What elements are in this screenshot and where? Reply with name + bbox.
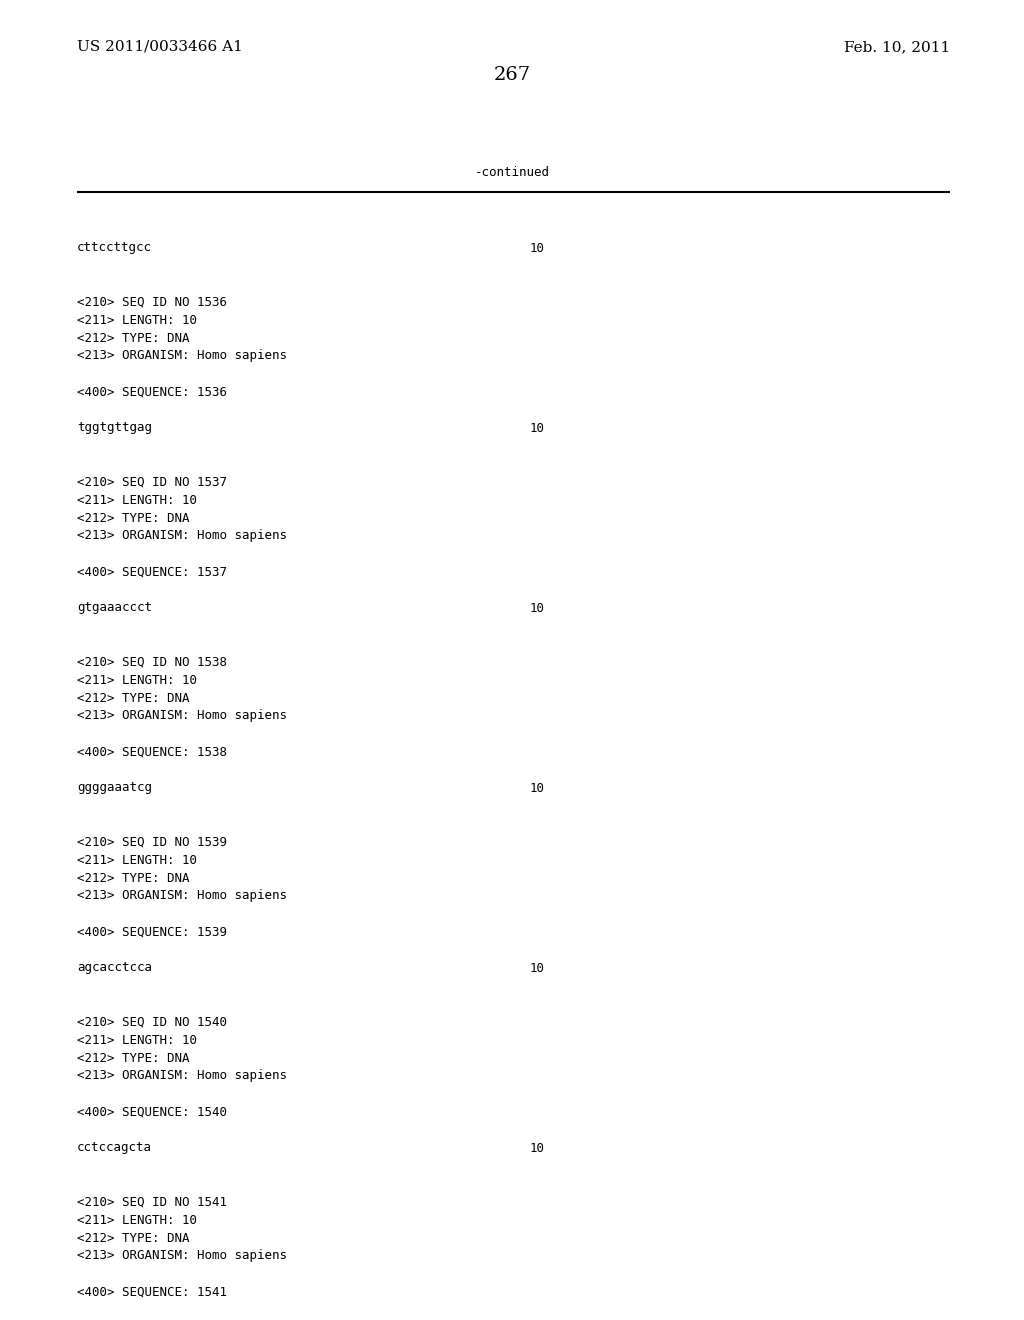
Text: <400> SEQUENCE: 1537: <400> SEQUENCE: 1537 [77,565,227,578]
Text: Feb. 10, 2011: Feb. 10, 2011 [844,40,950,54]
Text: <400> SEQUENCE: 1536: <400> SEQUENCE: 1536 [77,385,227,399]
Text: <212> TYPE: DNA: <212> TYPE: DNA [77,511,189,524]
Text: 10: 10 [530,602,545,615]
Text: <211> LENGTH: 10: <211> LENGTH: 10 [77,314,197,326]
Text: <211> LENGTH: 10: <211> LENGTH: 10 [77,673,197,686]
Text: US 2011/0033466 A1: US 2011/0033466 A1 [77,40,243,54]
Text: <400> SEQUENCE: 1538: <400> SEQUENCE: 1538 [77,746,227,759]
Text: <213> ORGANISM: Homo sapiens: <213> ORGANISM: Homo sapiens [77,710,287,722]
Text: <212> TYPE: DNA: <212> TYPE: DNA [77,331,189,345]
Text: <210> SEQ ID NO 1539: <210> SEQ ID NO 1539 [77,836,227,849]
Text: 10: 10 [530,781,545,795]
Text: <212> TYPE: DNA: <212> TYPE: DNA [77,692,189,705]
Text: <400> SEQUENCE: 1541: <400> SEQUENCE: 1541 [77,1286,227,1299]
Text: <211> LENGTH: 10: <211> LENGTH: 10 [77,854,197,866]
Text: 267: 267 [494,66,530,84]
Text: gtgaaaccct: gtgaaaccct [77,602,152,615]
Text: <212> TYPE: DNA: <212> TYPE: DNA [77,1232,189,1245]
Text: <210> SEQ ID NO 1541: <210> SEQ ID NO 1541 [77,1196,227,1209]
Text: cttccttgcc: cttccttgcc [77,242,152,255]
Text: <212> TYPE: DNA: <212> TYPE: DNA [77,1052,189,1064]
Text: <210> SEQ ID NO 1537: <210> SEQ ID NO 1537 [77,475,227,488]
Text: cctccagcta: cctccagcta [77,1142,152,1155]
Text: <210> SEQ ID NO 1538: <210> SEQ ID NO 1538 [77,656,227,668]
Text: agcacctcca: agcacctcca [77,961,152,974]
Text: <213> ORGANISM: Homo sapiens: <213> ORGANISM: Homo sapiens [77,1069,287,1082]
Text: <212> TYPE: DNA: <212> TYPE: DNA [77,871,189,884]
Text: <213> ORGANISM: Homo sapiens: <213> ORGANISM: Homo sapiens [77,529,287,543]
Text: -continued: -continued [474,165,550,178]
Text: <400> SEQUENCE: 1539: <400> SEQUENCE: 1539 [77,925,227,939]
Text: ggggaaatcg: ggggaaatcg [77,781,152,795]
Text: <211> LENGTH: 10: <211> LENGTH: 10 [77,1213,197,1226]
Text: <213> ORGANISM: Homo sapiens: <213> ORGANISM: Homo sapiens [77,890,287,903]
Text: <210> SEQ ID NO 1536: <210> SEQ ID NO 1536 [77,296,227,309]
Text: <210> SEQ ID NO 1540: <210> SEQ ID NO 1540 [77,1015,227,1028]
Text: 10: 10 [530,242,545,255]
Text: <400> SEQUENCE: 1540: <400> SEQUENCE: 1540 [77,1106,227,1118]
Text: 10: 10 [530,421,545,434]
Text: <211> LENGTH: 10: <211> LENGTH: 10 [77,1034,197,1047]
Text: <211> LENGTH: 10: <211> LENGTH: 10 [77,494,197,507]
Text: tggtgttgag: tggtgttgag [77,421,152,434]
Text: <213> ORGANISM: Homo sapiens: <213> ORGANISM: Homo sapiens [77,1250,287,1262]
Text: <213> ORGANISM: Homo sapiens: <213> ORGANISM: Homo sapiens [77,350,287,363]
Text: 10: 10 [530,961,545,974]
Text: 10: 10 [530,1142,545,1155]
